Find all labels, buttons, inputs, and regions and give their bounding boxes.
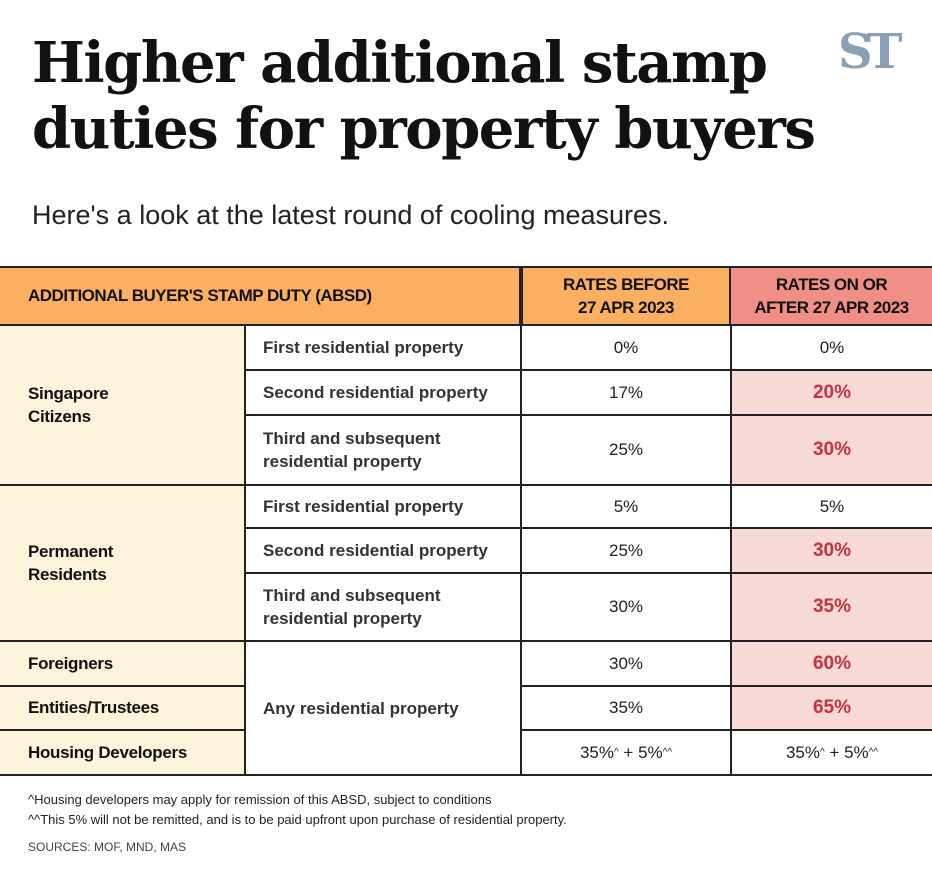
rate-value: 35% xyxy=(579,742,614,762)
group-housing-developers: Housing Developers xyxy=(0,731,246,776)
st-logo: ST xyxy=(838,24,902,80)
rate-before: 25% xyxy=(522,416,732,486)
rate-value: 5% xyxy=(638,742,663,762)
group-singapore-citizens: Singapore Citizens xyxy=(0,326,246,486)
rate-before: 30% xyxy=(522,574,732,642)
property-line: residential property xyxy=(263,609,422,628)
footnote-1: ^Housing developers may apply for remiss… xyxy=(28,792,492,807)
header-line: 27 APR 2023 xyxy=(578,298,674,317)
footnote-marker: ^ xyxy=(613,747,619,758)
group-label: Residents xyxy=(28,565,107,584)
group-permanent-residents: Permanent Residents xyxy=(0,486,246,642)
rate-before: 35% xyxy=(522,687,732,731)
rate-before: 0% xyxy=(522,326,732,371)
rate-value: 35% xyxy=(785,742,820,762)
rate-before: 25% xyxy=(522,529,732,574)
footnote-2: ^^This 5% will not be remitted, and is t… xyxy=(28,812,567,827)
rate-after: 0% xyxy=(732,326,932,371)
rate-after: 20% xyxy=(732,371,932,416)
header-absd: ADDITIONAL BUYER'S STAMP DUTY (ABSD) xyxy=(0,266,521,326)
header-line: RATES ON OR xyxy=(775,275,888,294)
property-type: First residential property xyxy=(246,326,522,371)
group-entities-trustees: Entities/Trustees xyxy=(0,687,246,731)
rate-value: 5% xyxy=(844,742,869,762)
header-line: RATES BEFORE xyxy=(563,275,689,294)
header-rates-after: RATES ON OR AFTER 27 APR 2023 xyxy=(731,266,932,326)
property-line: residential property xyxy=(263,452,422,471)
property-line: Third and subsequent xyxy=(263,586,441,605)
group-label: Singapore xyxy=(28,384,109,403)
rate-after: 35% xyxy=(732,574,932,642)
rate-after: 65% xyxy=(732,687,932,731)
rate-before: 30% xyxy=(522,642,732,687)
property-line: Third and subsequent xyxy=(263,429,441,448)
header-rates-before: RATES BEFORE 27 APR 2023 xyxy=(521,266,731,326)
sources: SOURCES: MOF, MND, MAS xyxy=(28,840,187,854)
group-foreigners: Foreigners xyxy=(0,642,246,687)
rate-before: 17% xyxy=(522,371,732,416)
footnote-marker: ^ xyxy=(819,747,825,758)
page-title: Higher additional stamp duties for prope… xyxy=(32,30,816,162)
plus-sign: + xyxy=(824,742,845,762)
footnote-marker: ^^ xyxy=(868,747,879,758)
property-type: Second residential property xyxy=(246,529,522,574)
rate-after: 35% ^ + 5% ^^ xyxy=(732,731,932,776)
property-type: Second residential property xyxy=(246,371,522,416)
plus-sign: + xyxy=(618,742,639,762)
subtitle: Here's a look at the latest round of coo… xyxy=(32,200,670,230)
rate-after: 30% xyxy=(732,416,932,486)
header-line: AFTER 27 APR 2023 xyxy=(754,298,909,317)
property-type: First residential property xyxy=(246,486,522,529)
property-type: Third and subsequent residential property xyxy=(246,416,522,486)
group-label: Permanent xyxy=(28,542,114,561)
property-type-any: Any residential property xyxy=(246,642,522,776)
property-type: Third and subsequent residential property xyxy=(246,574,522,642)
group-label: Citizens xyxy=(28,407,91,426)
rate-after: 5% xyxy=(732,486,932,529)
rate-before: 35% ^ + 5% ^^ xyxy=(522,731,732,776)
rate-before: 5% xyxy=(522,486,732,529)
rate-after: 60% xyxy=(732,642,932,687)
rate-after: 30% xyxy=(732,529,932,574)
footnote-marker: ^^ xyxy=(662,747,673,758)
